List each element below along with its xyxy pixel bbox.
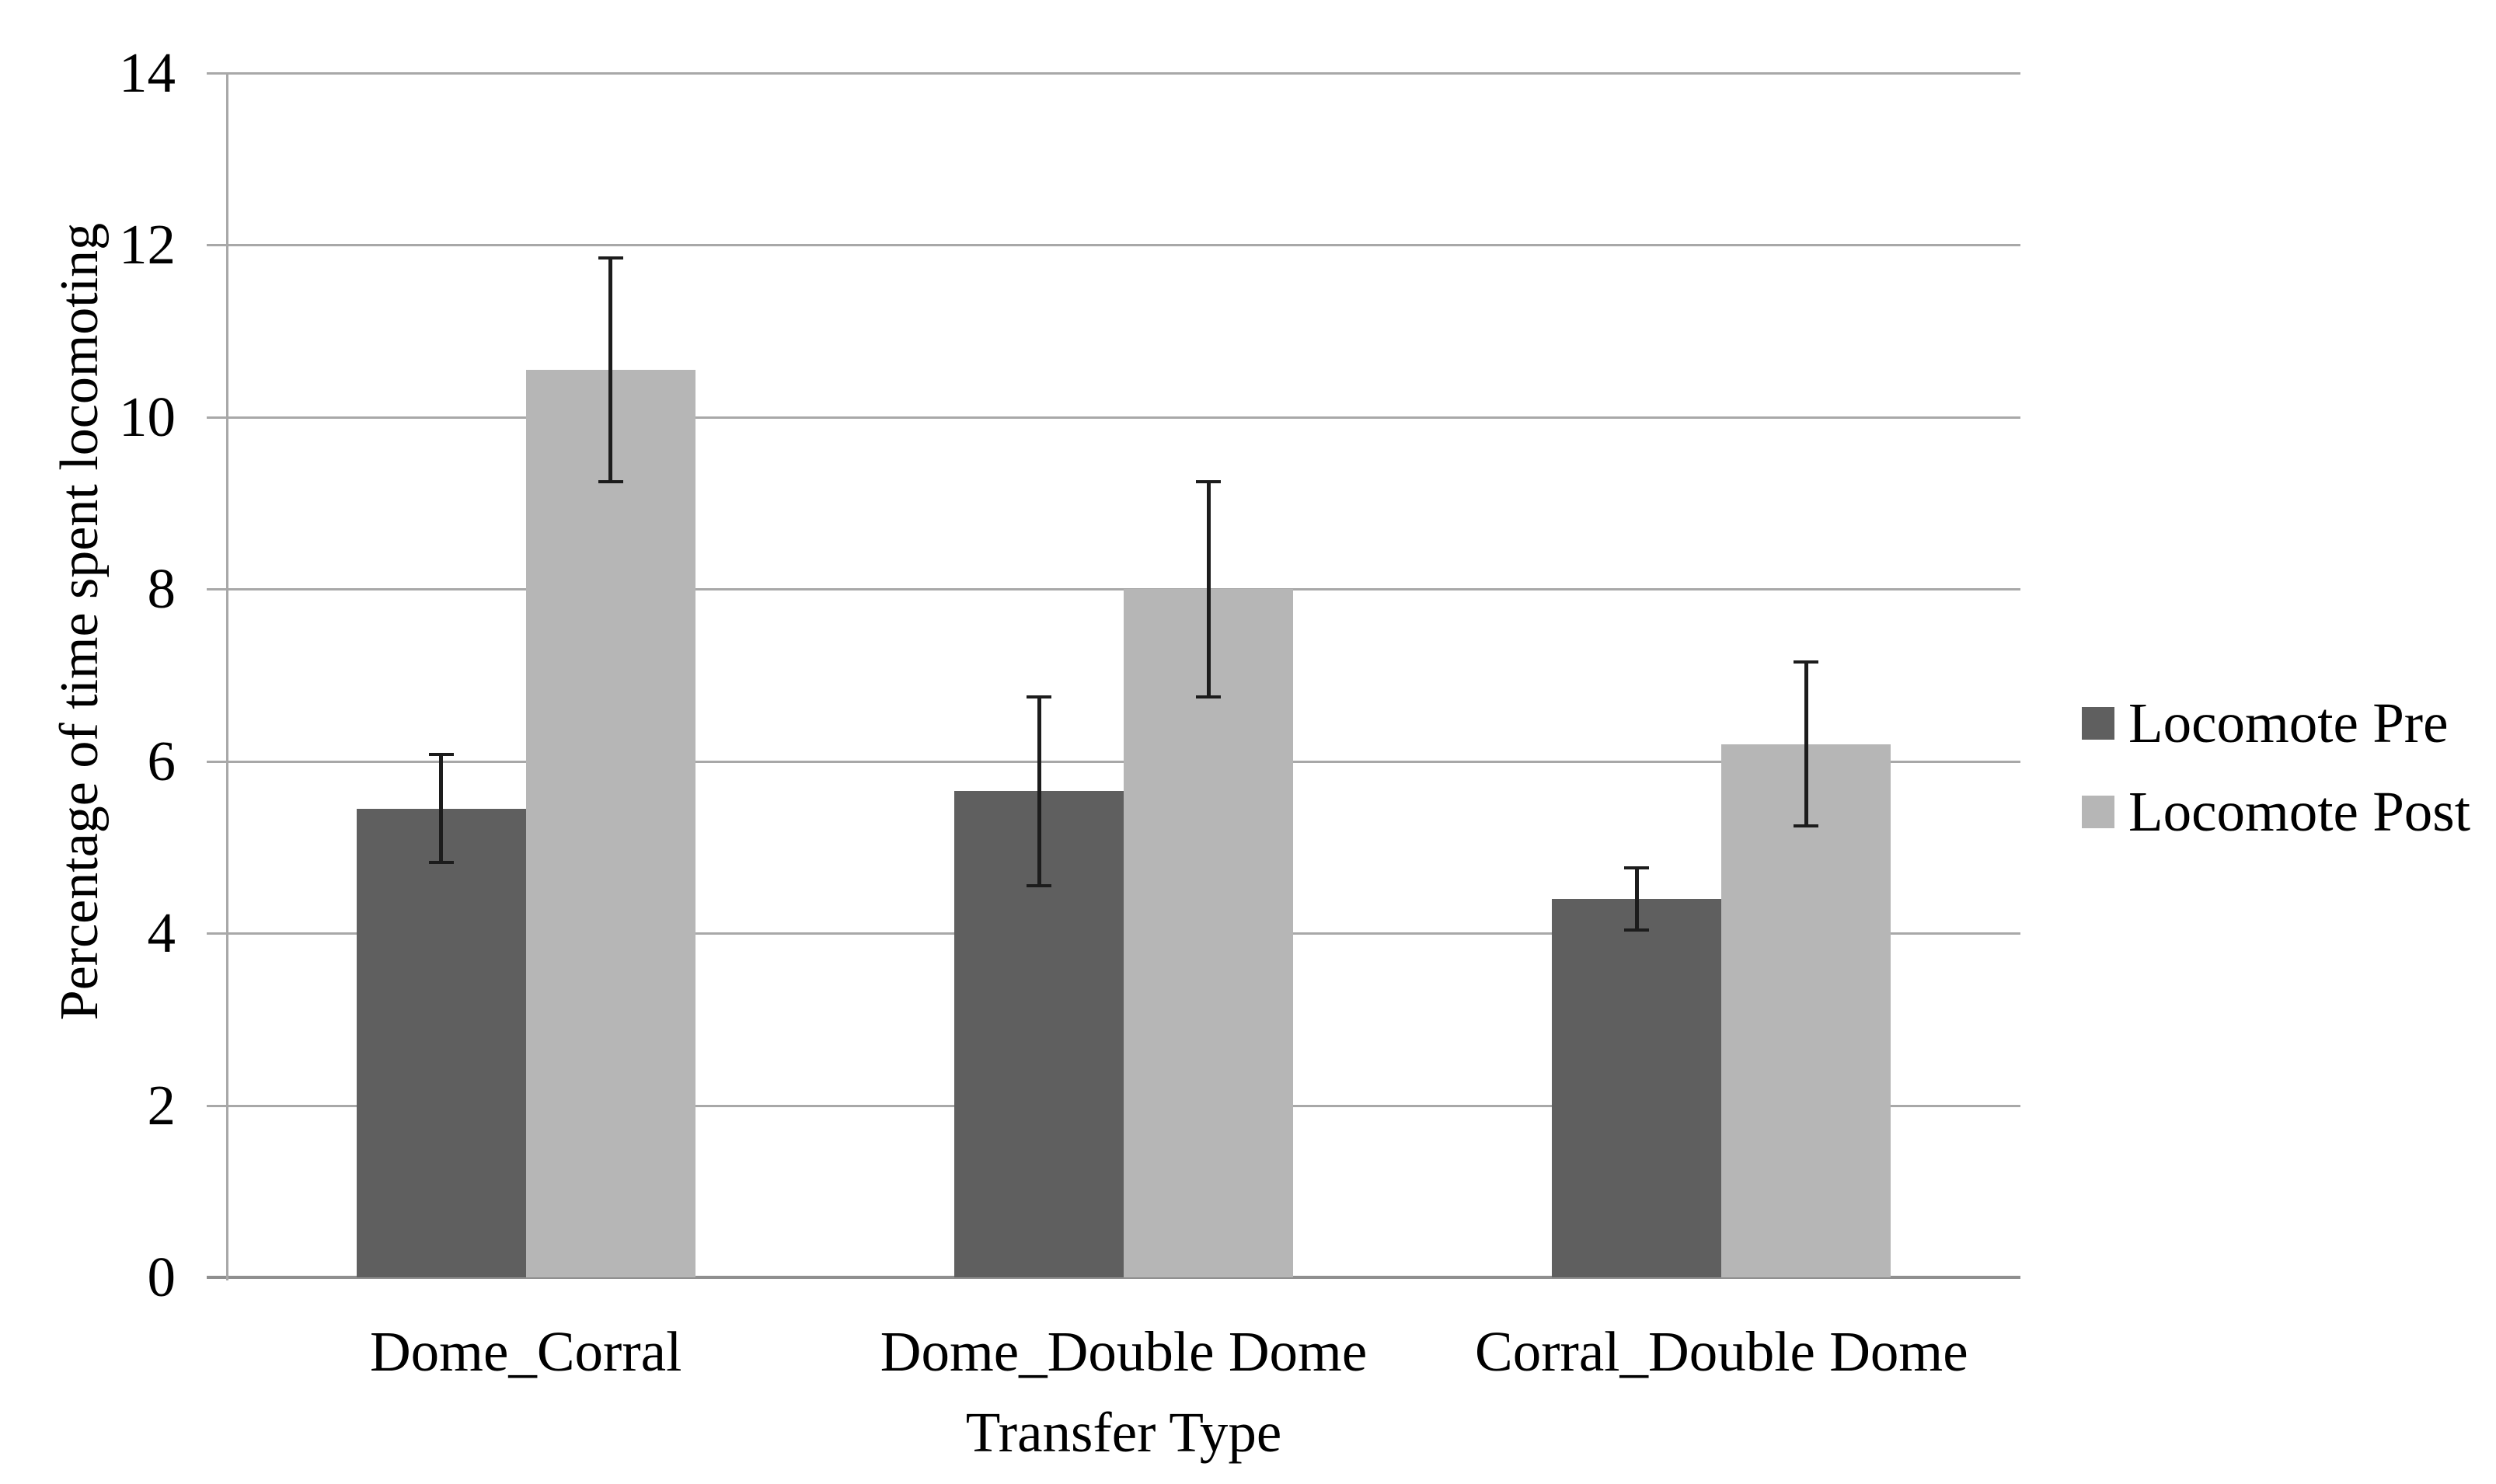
error-bar-locomote-pre-dome-corral-cap-top [428,752,454,756]
error-bar-locomote-post-corral-double-dome-cap-top [1794,660,1819,664]
legend-row-locomote-pre: Locomote Pre [2082,691,2449,756]
gridline-6 [207,760,2020,763]
y-tick-label-8: 8 [147,557,176,621]
legend-label-locomote-post: Locomote Post [2128,780,2470,843]
gridline-8 [207,588,2020,591]
y-axis-line [226,73,228,1280]
error-bar-locomote-pre-dome-corral-line [439,754,444,863]
x-label-dome-corral: Dome_Corral [369,1320,682,1383]
error-bar-locomote-pre-dome-double-dome-cap-top [1027,695,1051,698]
error-bar-locomote-post-dome-corral-line [608,258,613,482]
legend-swatch-locomote-post [2082,796,2114,828]
error-bar-locomote-pre-dome-double-dome-line [1037,696,1041,887]
gridline-14 [207,72,2020,75]
x-axis-baseline [207,1276,2020,1279]
x-axis-title: Transfer Type [965,1401,1282,1464]
y-tick-label-0: 0 [147,1245,176,1308]
bar-locomote-post-dome-corral [525,369,695,1277]
error-bar-locomote-post-dome-corral-cap-bottom [598,479,623,483]
y-tick-label-4: 4 [147,901,176,965]
error-bar-locomote-post-dome-double-dome-cap-top [1196,479,1221,483]
y-tick-label-12: 12 [119,213,176,277]
error-bar-locomote-pre-corral-double-dome-cap-bottom [1624,928,1650,932]
gridline-12 [207,244,2020,247]
bar-locomote-pre-corral-double-dome [1552,898,1722,1277]
error-bar-locomote-pre-corral-double-dome-cap-top [1624,866,1650,869]
error-bar-locomote-pre-corral-double-dome-line [1634,868,1639,930]
error-bar-locomote-post-dome-double-dome-cap-bottom [1196,695,1221,698]
error-bar-locomote-post-corral-double-dome-line [1804,662,1808,826]
error-bar-locomote-post-dome-double-dome-line [1206,481,1211,697]
legend-row-locomote-post: Locomote Post [2082,779,2470,845]
y-tick-label-10: 10 [119,385,176,448]
y-tick-label-14: 14 [119,41,176,104]
bar-locomote-post-dome-double-dome [1124,589,1293,1277]
y-tick-label-6: 6 [147,729,176,793]
error-bar-locomote-pre-dome-corral-cap-bottom [428,861,454,865]
bar-locomote-pre-dome-corral [356,808,526,1277]
error-bar-locomote-pre-dome-double-dome-cap-bottom [1027,884,1051,888]
error-bar-locomote-post-corral-double-dome-cap-bottom [1794,824,1819,827]
gridline-10 [207,416,2020,419]
x-label-corral-double-dome: Corral_Double Dome [1475,1320,1968,1383]
y-tick-label-2: 2 [147,1073,176,1137]
bar-locomote-post-corral-double-dome [1721,744,1891,1277]
x-label-dome-double-dome: Dome_Double Dome [880,1320,1368,1383]
error-bar-locomote-post-dome-corral-cap-top [598,256,623,260]
legend-swatch-locomote-pre [2082,707,2114,740]
legend-label-locomote-pre: Locomote Pre [2128,691,2449,754]
